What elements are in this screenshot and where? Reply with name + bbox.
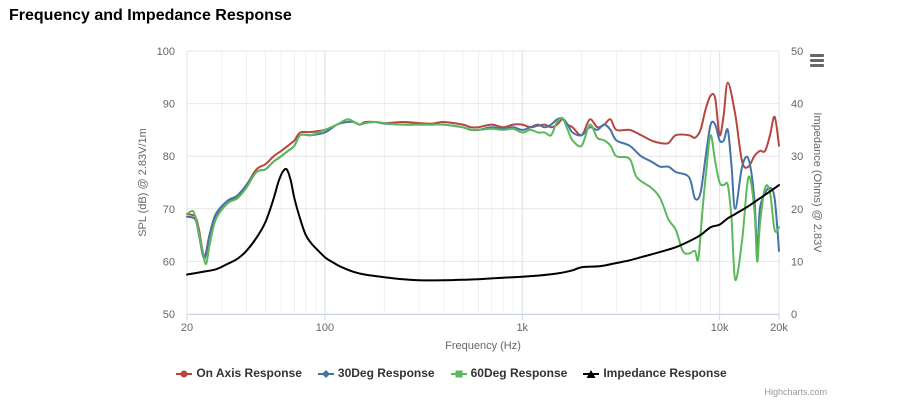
axes: 20 100 1k 10k 20k 50 60 70 80 90 100 0 10 20 30 40 50 Fre… — [137, 46, 823, 352]
chart-title: Frequency and Impedance Response — [9, 7, 292, 24]
triangle-marker-icon — [583, 369, 600, 378]
y2-tick-label: 20 — [791, 204, 803, 216]
legend-label: Impedance Response — [603, 366, 727, 380]
diamond-marker-icon — [317, 369, 334, 378]
y-tick-label: 90 — [163, 99, 175, 111]
legend-item-impedance-response[interactable]: Impedance Response — [583, 366, 727, 380]
y2-tick-label: 10 — [791, 256, 803, 268]
legend-item-30deg-response[interactable]: 30Deg Response — [317, 366, 435, 380]
series-line-impedance-response — [186, 167, 780, 282]
y-axis-title: SPL (dB) @ 2.83V/1m — [137, 128, 149, 237]
legend-label: 30Deg Response — [337, 366, 435, 380]
series-line-60deg-response — [186, 116, 780, 281]
legend-label: On Axis Response — [196, 366, 302, 380]
circle-marker-icon — [176, 370, 193, 378]
series-layer — [186, 81, 780, 282]
x-tick-label: 10k — [711, 322, 729, 334]
x-axis-title: Frequency (Hz) — [445, 340, 521, 352]
legend-item-60deg-response[interactable]: 60Deg Response — [450, 366, 568, 380]
y2-tick-label: 0 — [791, 309, 797, 321]
credits-link[interactable]: Highcharts.com — [764, 387, 827, 397]
y-tick-label: 80 — [163, 151, 175, 163]
y2-tick-label: 30 — [791, 151, 803, 163]
x-tick-label: 20k — [770, 322, 788, 334]
y2-tick-label: 50 — [791, 46, 803, 58]
y-tick-label: 70 — [163, 204, 175, 216]
legend-label: 60Deg Response — [470, 366, 568, 380]
y-tick-label: 50 — [163, 309, 175, 321]
y-tick-label: 60 — [163, 256, 175, 268]
square-marker-icon — [450, 370, 467, 378]
x-tick-label: 1k — [516, 322, 528, 334]
legend: On Axis Response 30Deg Response 60Deg Resp… — [0, 366, 903, 380]
legend-item-on-axis-response[interactable]: On Axis Response — [176, 366, 302, 380]
x-tick-label: 100 — [316, 322, 334, 334]
grid — [186, 50, 780, 315]
y2-axis-title: Impedance (Ohms) @ 2.83V — [811, 112, 823, 253]
x-tick-label: 20 — [181, 322, 193, 334]
y-tick-label: 100 — [157, 46, 175, 58]
series-line-on-axis-response — [186, 81, 780, 258]
y2-tick-label: 40 — [791, 99, 803, 111]
hamburger-icon[interactable] — [806, 52, 828, 72]
